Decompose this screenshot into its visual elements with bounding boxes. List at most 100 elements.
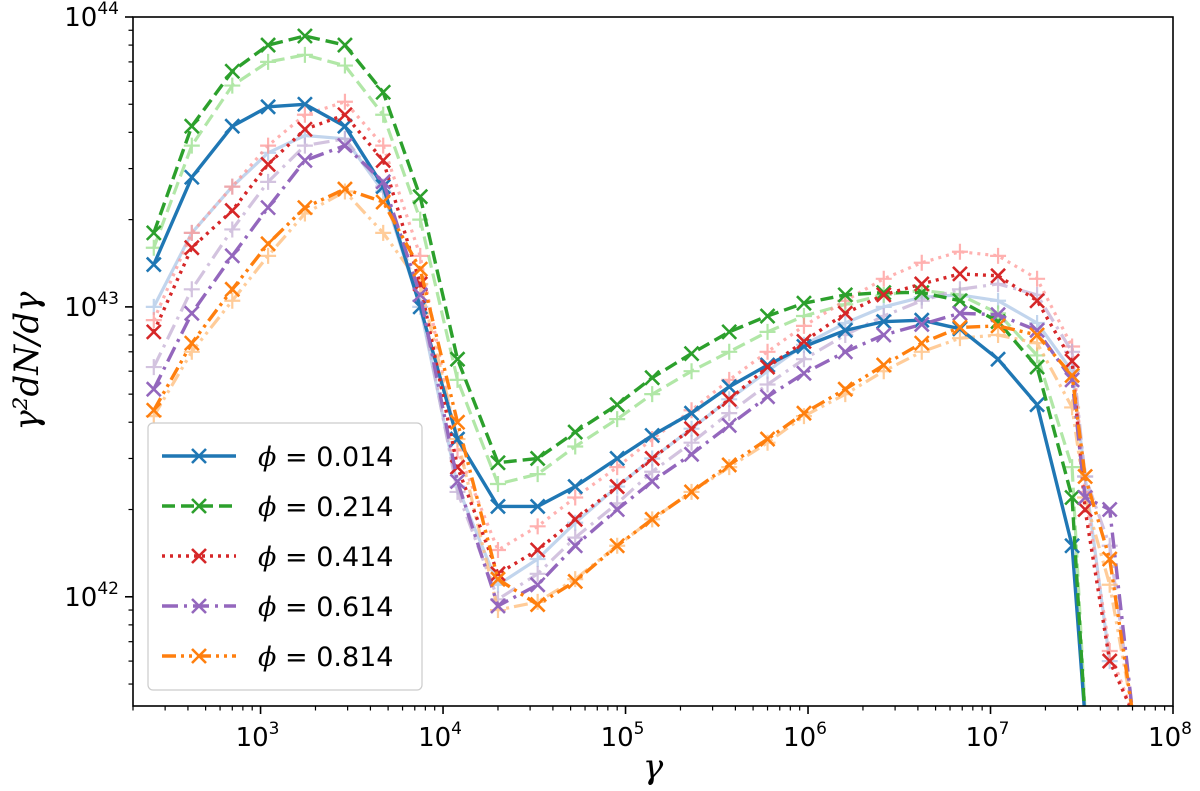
data-point — [183, 118, 200, 135]
data-point — [644, 386, 661, 403]
data-point — [644, 450, 661, 467]
data-point — [529, 565, 546, 582]
legend-frame — [147, 422, 423, 691]
data-point — [260, 235, 277, 252]
data-point — [683, 405, 700, 422]
data-point — [1029, 327, 1046, 343]
data-point — [449, 371, 466, 388]
data-point — [489, 542, 506, 559]
legend-marker — [191, 548, 207, 564]
data-point — [990, 306, 1006, 323]
y-axis-label: γ²dN/dγ — [7, 291, 47, 431]
data-point — [224, 292, 241, 309]
data-point — [224, 281, 241, 298]
x-tick-label: 107 — [966, 719, 1010, 753]
data-point — [990, 247, 1007, 264]
data-point — [1101, 551, 1118, 567]
data-point — [567, 424, 584, 440]
x-tick-label: 105 — [601, 719, 645, 753]
data-point — [683, 484, 700, 500]
data-point — [913, 254, 930, 271]
data-point — [412, 247, 429, 264]
data-point — [375, 137, 392, 154]
data-point — [759, 323, 776, 340]
data-point — [721, 391, 738, 408]
data-point — [990, 267, 1006, 284]
data-point — [412, 188, 429, 205]
data-point — [837, 305, 854, 322]
data-point — [296, 137, 313, 154]
data-point — [951, 330, 968, 347]
data-point — [796, 365, 812, 382]
data-point — [337, 181, 353, 197]
data-point — [759, 308, 776, 324]
data-point — [567, 573, 584, 590]
data-point — [1077, 489, 1094, 506]
data-point — [644, 369, 661, 386]
legend-marker — [191, 498, 207, 514]
data-point — [183, 281, 200, 298]
data-point — [1029, 359, 1046, 375]
data-point — [951, 243, 968, 260]
data-point — [609, 450, 626, 467]
data-point — [1077, 501, 1094, 518]
data-point — [609, 411, 626, 428]
data-point — [567, 529, 584, 546]
data-point — [224, 202, 241, 219]
data-point — [412, 286, 429, 303]
data-point — [952, 292, 968, 309]
data-point — [296, 96, 313, 113]
series-line — [152, 137, 1134, 706]
data-point — [913, 335, 930, 352]
data-point — [145, 239, 162, 256]
data-point — [529, 551, 546, 567]
data-point — [721, 405, 738, 422]
data-point — [721, 417, 738, 434]
legend-label: ϕ = 0.414 — [258, 542, 394, 573]
data-point — [1064, 353, 1081, 370]
y-axis-ticks: 1042 1043 1044 — [64, 0, 133, 685]
legend-entry: ϕ = 0.014 — [162, 442, 394, 473]
x-tick-label: 108 — [1148, 719, 1192, 753]
data-point — [1064, 489, 1081, 506]
x-axis-label: γ — [643, 747, 664, 787]
data-point — [721, 378, 738, 395]
data-point — [567, 514, 584, 531]
data-point — [375, 194, 392, 210]
data-point — [567, 571, 584, 588]
data-point — [224, 221, 241, 238]
data-point — [1064, 459, 1081, 476]
legend-entry: ϕ = 0.414 — [162, 542, 394, 573]
data-point — [952, 265, 968, 282]
data-point — [913, 276, 930, 292]
data-point — [375, 106, 392, 123]
series-0.414 — [145, 106, 1132, 706]
data-point — [337, 106, 353, 123]
data-point — [567, 537, 584, 554]
data-point — [260, 247, 277, 264]
data-point — [644, 463, 661, 480]
data-point — [224, 77, 241, 94]
data-point — [567, 489, 584, 506]
data-point — [224, 118, 241, 135]
data-point — [609, 396, 626, 413]
data-point — [759, 431, 776, 447]
data-point — [375, 152, 392, 169]
data-point — [990, 326, 1007, 343]
data-point — [260, 173, 277, 190]
legend-marker — [191, 448, 207, 464]
data-point — [375, 84, 392, 101]
data-point — [490, 571, 506, 588]
series-line — [152, 187, 1134, 706]
data-point — [875, 327, 892, 343]
legend-label: ϕ = 0.814 — [258, 642, 394, 673]
data-point — [1064, 371, 1081, 388]
data-point — [490, 598, 506, 614]
legend-label: ϕ = 0.214 — [258, 492, 394, 523]
data-point — [609, 459, 626, 476]
data-point — [952, 319, 968, 336]
legend-entry: ϕ = 0.214 — [162, 492, 394, 523]
data-point — [145, 224, 162, 241]
data-point — [296, 28, 313, 44]
series-line — [152, 34, 1087, 706]
